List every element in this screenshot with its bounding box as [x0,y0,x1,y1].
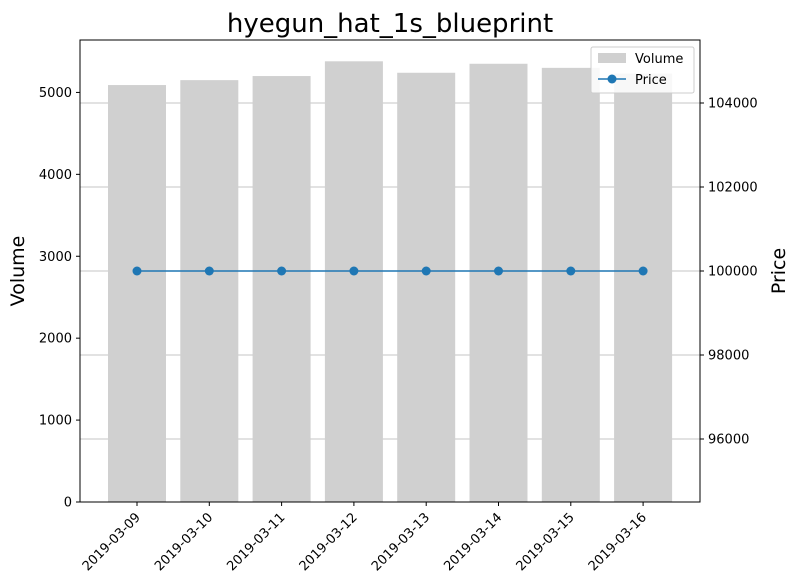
left-tick-label-2: 2000 [39,332,72,347]
price-point-0 [132,266,142,276]
volume-bar-2 [252,76,311,503]
right-tick-label-4: 104000 [708,97,758,112]
right-tick-label-3: 102000 [708,181,758,196]
legend-volume-label: Volume [635,52,683,67]
price-point-5 [494,266,503,276]
legend-volume-swatch [598,53,626,63]
right-tick-label-0: 96000 [708,433,749,448]
legend-price-label: Price [635,73,667,88]
left-axis: 0 1000 2000 3000 4000 5000 [39,86,80,511]
price-point-2 [277,266,287,276]
volume-bar-5 [469,63,528,503]
left-tick-label-3: 3000 [39,250,72,265]
chart-title: hyegun_hat_1s_blueprint [227,9,553,39]
right-axis-label: Price [768,248,790,294]
price-point-6 [566,266,576,276]
price-point-3 [349,266,359,276]
volume-bar-0 [108,85,166,502]
volume-bar-7 [614,73,673,502]
bars-layer [108,61,673,503]
left-tick-label-4: 4000 [39,168,72,183]
volume-bar-6 [541,67,600,502]
volume-bar-3 [324,61,383,502]
left-tick-label-1: 1000 [39,414,72,429]
legend-price-marker [607,74,617,84]
left-tick-label-0: 0 [64,496,72,511]
price-point-1 [204,266,214,276]
volume-bar-4 [397,72,456,502]
right-tick-label-2: 100000 [708,265,758,280]
legend: Volume Price [590,46,695,94]
price-point-4 [421,266,431,276]
left-axis-label: Volume [7,236,29,307]
volume-bar-1 [180,80,239,502]
right-tick-label-1: 98000 [708,349,749,364]
line-layer [132,266,648,276]
price-point-7 [638,266,648,276]
right-axis: 96000 98000 100000 102000 104000 [700,97,758,448]
left-tick-label-5: 5000 [39,86,72,101]
